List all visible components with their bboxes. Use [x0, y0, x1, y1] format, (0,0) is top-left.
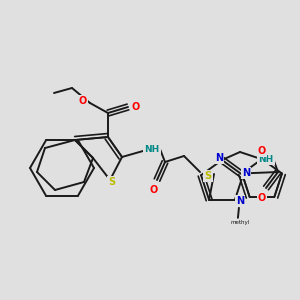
Text: O: O: [79, 96, 87, 106]
Text: NH: NH: [258, 155, 274, 164]
Text: methyl: methyl: [230, 220, 250, 225]
Text: O: O: [258, 193, 266, 203]
Text: NH: NH: [144, 145, 160, 154]
Text: N: N: [242, 168, 250, 178]
Text: N: N: [236, 196, 244, 206]
Text: N: N: [215, 153, 223, 163]
Text: S: S: [204, 171, 211, 181]
Text: O: O: [150, 185, 158, 195]
Text: O: O: [258, 146, 266, 156]
Text: S: S: [108, 177, 116, 187]
Text: O: O: [132, 102, 140, 112]
